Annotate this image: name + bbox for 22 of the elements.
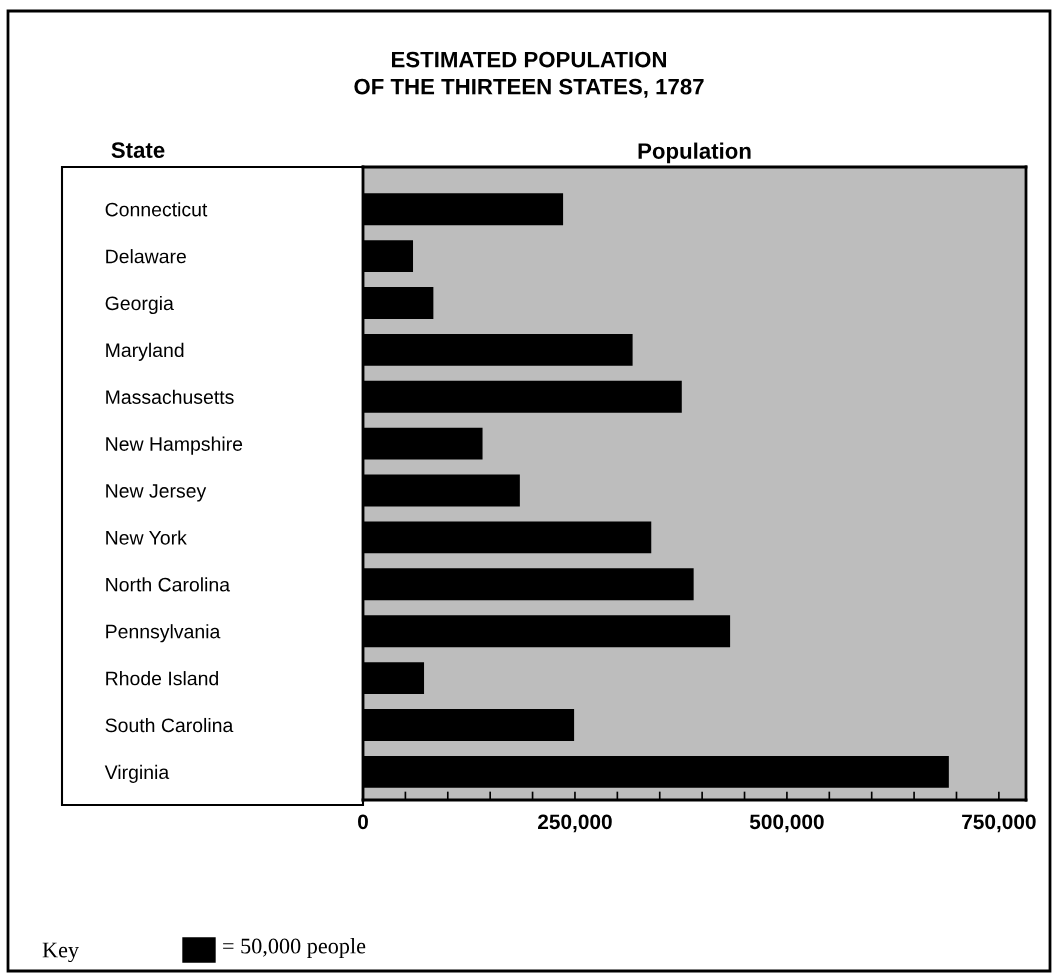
- text: State: [111, 142, 165, 158]
- y-tick-label: New Hampshire: [106, 436, 243, 455]
- y-tick-label: New York: [106, 530, 187, 545]
- y-tick-label: Rhode Island: [106, 671, 218, 686]
- y-tick-label: Pennsylvania: [106, 624, 221, 643]
- y-tick-label: Virginia: [104, 764, 170, 783]
- y-tick-label: North Carolina: [106, 577, 231, 592]
- y-tick-label: Maryland: [106, 342, 184, 361]
- x-tick-label: 0: [358, 814, 368, 830]
- y-tick-label: Georgia: [105, 295, 174, 315]
- text: Key: [42, 942, 79, 963]
- y-tick-label: Connecticut: [105, 202, 208, 217]
- x-tick-label: 500,000: [749, 814, 824, 833]
- chart-title: ESTIMATED POPULATION OF THE THIRTEEN STATES, 1787: [354, 51, 704, 98]
- x-tick-label: 750,000: [962, 814, 1036, 833]
- x-axis-title: Population: [638, 142, 751, 164]
- x-tick-label: 250,000: [538, 814, 612, 833]
- y-tick-label: Delaware: [106, 249, 186, 264]
- y-tick-label: New Jersey: [106, 484, 207, 502]
- y-tick-label: Massachusetts: [106, 389, 234, 404]
- y-tick-label: South Carolina: [105, 717, 234, 733]
- text: = 50,000 people: [223, 937, 366, 959]
